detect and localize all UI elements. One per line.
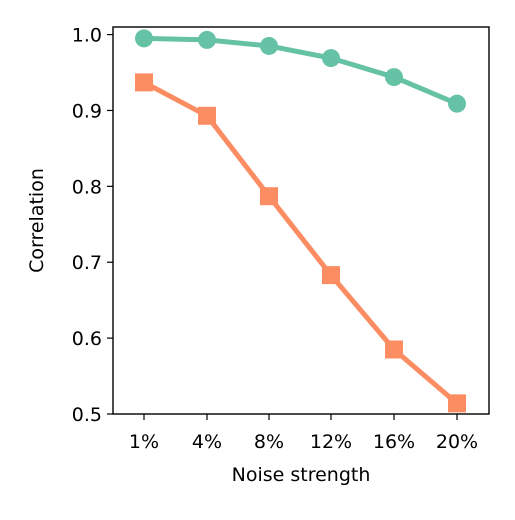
x-tick-label: 12% (310, 431, 352, 453)
x-tick-label: 4% (192, 431, 222, 453)
y-tick-label: 0.9 (72, 100, 102, 122)
data-point-square (322, 266, 340, 285)
data-point-square (260, 187, 278, 206)
data-point-circle (198, 30, 216, 49)
data-point-square (385, 340, 403, 359)
x-tick-label: 20% (436, 431, 478, 453)
y-tick-label: 1.0 (72, 25, 102, 47)
data-point-circle (448, 94, 466, 113)
y-tick-label: 0.8 (72, 176, 102, 198)
x-tick-label: 8% (254, 431, 284, 453)
data-point-circle (135, 29, 153, 48)
data-point-circle (260, 36, 278, 55)
x-axis: 1% 4% 8% 12% 16% 20% (129, 414, 478, 453)
series-2 (135, 73, 466, 413)
series-1-line (141, 35, 460, 107)
series-layer (135, 29, 466, 413)
y-tick-label: 0.7 (72, 252, 102, 274)
y-tick-label: 0.5 (72, 404, 102, 426)
y-axis: 0.5 0.6 0.7 0.8 0.9 1.0 (72, 25, 113, 426)
data-point-square (135, 73, 153, 92)
plot-area (112, 26, 490, 415)
data-point-circle (322, 49, 340, 68)
data-point-circle (385, 68, 403, 87)
y-axis-label: Correlation (26, 168, 48, 273)
series-1 (135, 29, 466, 113)
data-point-square (448, 394, 466, 413)
x-axis-label: Noise strength (232, 464, 371, 486)
data-point-square (198, 106, 216, 125)
x-tick-label: 1% (129, 431, 159, 453)
series-2-line (141, 79, 460, 406)
x-tick-label: 16% (373, 431, 415, 453)
y-tick-label: 0.6 (72, 328, 102, 350)
